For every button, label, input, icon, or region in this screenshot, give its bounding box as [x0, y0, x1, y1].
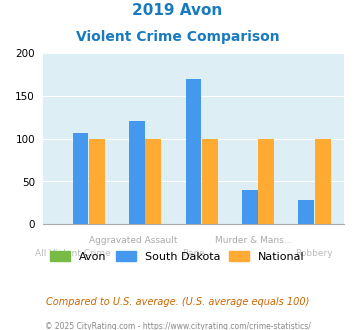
Text: Murder & Mans...: Murder & Mans...	[215, 236, 293, 245]
Bar	[202, 139, 218, 224]
Text: © 2025 CityRating.com - https://www.cityrating.com/crime-statistics/: © 2025 CityRating.com - https://www.city…	[45, 322, 310, 330]
Bar	[146, 139, 161, 224]
Bar	[73, 133, 88, 224]
Bar	[186, 79, 201, 224]
Bar	[258, 139, 274, 224]
Text: Robbery: Robbery	[295, 249, 333, 258]
Text: Rape: Rape	[182, 249, 205, 258]
Bar	[89, 139, 105, 224]
Text: Violent Crime Comparison: Violent Crime Comparison	[76, 30, 279, 44]
Legend: Avon, South Dakota, National: Avon, South Dakota, National	[46, 247, 309, 267]
Text: Compared to U.S. average. (U.S. average equals 100): Compared to U.S. average. (U.S. average …	[46, 297, 309, 307]
Bar	[315, 139, 331, 224]
Text: Aggravated Assault: Aggravated Assault	[89, 236, 178, 245]
Text: 2019 Avon: 2019 Avon	[132, 3, 223, 18]
Text: All Violent Crime: All Violent Crime	[35, 249, 111, 258]
Bar	[129, 120, 145, 224]
Bar	[242, 190, 258, 224]
Bar	[299, 200, 314, 224]
